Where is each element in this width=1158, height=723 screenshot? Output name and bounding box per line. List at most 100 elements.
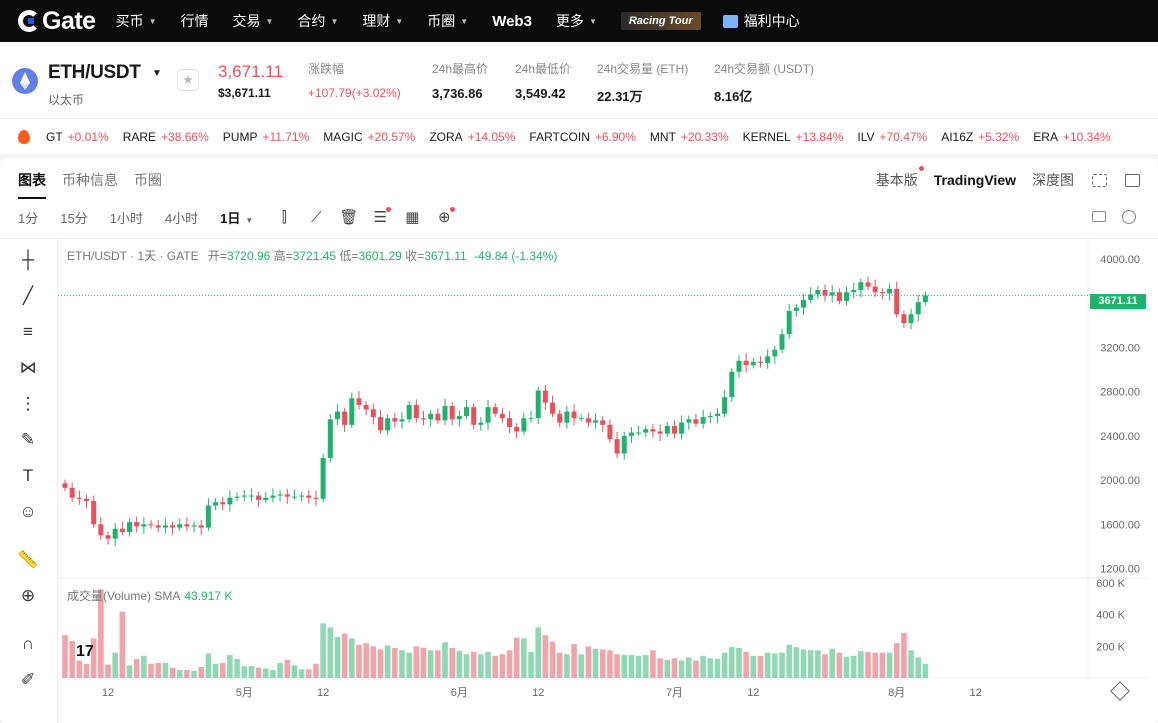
timeframe-1m[interactable]: 1分 — [18, 211, 39, 226]
lock-drawing-icon[interactable]: ✐ — [20, 670, 36, 689]
brush-icon[interactable]: ✎ — [20, 430, 36, 449]
window-icon[interactable] — [1125, 173, 1140, 187]
trendline-icon[interactable]: ╱ — [22, 286, 34, 305]
volume-bar — [592, 648, 599, 678]
pattern-icon[interactable]: ⋈ — [19, 358, 37, 377]
tab-chart[interactable]: 图表 — [18, 170, 46, 199]
volume-bar — [162, 662, 169, 678]
gann-icon[interactable]: ⋮ — [19, 394, 37, 413]
ticker-item[interactable]: MAGIC +20.57% — [323, 130, 415, 144]
ticker-item[interactable]: ERA +10.34% — [1033, 130, 1110, 144]
candle-body — [105, 535, 111, 539]
timeframe-1h[interactable]: 1小时 — [109, 211, 143, 226]
volume-bar — [98, 589, 104, 678]
candle-body — [729, 371, 735, 398]
eth-coin-icon — [12, 68, 38, 94]
volume-bar — [657, 658, 663, 678]
candle-body — [399, 419, 405, 422]
volume-bar — [800, 649, 807, 678]
candle-body — [227, 497, 233, 505]
crosshair-icon[interactable]: ┼ — [21, 250, 35, 269]
legend-low: 3601.29 — [358, 249, 402, 263]
low-24h-value: 3,549.42 — [515, 86, 566, 101]
price-chart[interactable]: 4000.003600.003200.002800.002400.002000.… — [58, 238, 1148, 708]
fullscreen-icon[interactable] — [1092, 173, 1107, 187]
gate-logo[interactable]: Gate — [18, 7, 96, 36]
candle-body — [564, 411, 570, 423]
volume-bar — [542, 635, 549, 678]
tab-coin-info[interactable]: 币种信息 — [62, 172, 118, 188]
racing-tour-banner[interactable]: Racing Tour — [620, 12, 701, 30]
chevron-down-icon[interactable]: ▼ — [152, 68, 162, 79]
candle-body — [643, 429, 649, 433]
nav-item-4[interactable]: 理财 ▼ — [362, 11, 403, 31]
view-basic[interactable]: 基本版 — [876, 166, 924, 190]
zoom-in-icon[interactable]: ⊕ — [20, 586, 36, 605]
volume-bar — [700, 655, 706, 678]
timeframe-15m[interactable]: 15分 — [60, 211, 88, 226]
magnet-icon[interactable]: ∩ — [21, 634, 35, 653]
rewards-center-link[interactable]: 福利中心 — [722, 11, 800, 31]
nav-item-2[interactable]: 交易 ▼ — [233, 11, 274, 31]
trash-icon[interactable]: 🗑 — [339, 208, 359, 226]
ticker-item[interactable]: PUMP +11.71% — [223, 130, 310, 144]
volume-bar — [377, 649, 384, 678]
candle-body — [528, 418, 534, 420]
favorite-star-icon[interactable]: ★ — [177, 69, 199, 91]
ticker-item[interactable]: ILV +70.47% — [857, 130, 927, 144]
ticker-item[interactable]: RARE +38.66% — [123, 130, 209, 144]
volume-bar — [349, 638, 355, 678]
ticker-item[interactable]: AI16Z +5.32% — [941, 130, 1019, 144]
ruler-icon[interactable]: 📏 — [17, 550, 39, 569]
candle-body — [119, 528, 125, 533]
nav-item-3[interactable]: 合约 ▼ — [297, 11, 338, 31]
drawing-toolbar: ┼ ╱ ≡ ⋈ ⋮ ✎ T ☺ 📏 ⊕ ∩ ✐ — [0, 239, 58, 723]
list-icon[interactable]: ☰ — [371, 206, 392, 227]
volume-bar — [492, 655, 498, 678]
volume-bar — [607, 650, 613, 678]
ticker-item[interactable]: FARTCOIN +6.90% — [529, 130, 636, 144]
candle-type-icon[interactable]: ⫿ — [281, 208, 287, 226]
candle-body — [736, 360, 742, 372]
candle-body — [808, 294, 814, 300]
pair-selector[interactable]: ETH/USDT — [48, 62, 141, 83]
candle-body — [320, 457, 326, 499]
volume-bar — [764, 652, 771, 678]
ticker-item[interactable]: ZORA +14.05% — [429, 130, 515, 144]
candle-body — [535, 390, 541, 419]
time-axis-tick: 12 — [102, 687, 114, 699]
gear-icon[interactable] — [1122, 210, 1136, 224]
candle-body — [801, 299, 807, 308]
candle-body — [514, 427, 520, 432]
nav-item-7[interactable]: 更多 ▼ — [556, 11, 597, 31]
candle-body — [485, 407, 491, 423]
text-tool-icon[interactable]: T — [22, 466, 34, 485]
view-depth[interactable]: 深度图 — [1032, 172, 1074, 188]
nav-item-1[interactable]: 行情 — [181, 11, 209, 31]
view-tradingview[interactable]: TradingView — [933, 172, 1016, 188]
layout-grid-icon[interactable]: ▦ — [405, 208, 420, 226]
turnover-24h-label: 24h交易额 (USDT) — [714, 62, 815, 76]
nav-item-0[interactable]: 买币 ▼ — [116, 11, 157, 31]
chevron-down-icon: ▼ — [265, 16, 274, 26]
tab-community[interactable]: 币圈 — [134, 172, 162, 188]
volume-bar — [685, 657, 692, 678]
candle-body — [449, 406, 455, 420]
chart-view-switch: 基本版 TradingView 深度图 — [860, 166, 1140, 190]
nav-item-5[interactable]: 币圈 ▼ — [427, 11, 468, 31]
fib-lines-icon[interactable]: ≡ — [23, 322, 33, 341]
volume-axis-tick: 400 K — [1096, 610, 1125, 622]
ticker-item[interactable]: GT +0.01% — [46, 130, 109, 144]
camera-icon[interactable] — [1092, 211, 1106, 222]
nav-item-6[interactable]: Web3 — [492, 13, 532, 30]
emoji-icon[interactable]: ☺ — [19, 502, 37, 521]
volume-bar — [535, 627, 542, 678]
ticker-symbol: KERNEL — [742, 129, 791, 144]
add-indicator-icon[interactable]: ⊕ — [435, 206, 456, 227]
indicators-icon[interactable]: ⟋ — [311, 208, 322, 226]
ticker-item[interactable]: KERNEL +13.84% — [743, 130, 844, 144]
timeframe-1d[interactable]: 1日 ▼ — [220, 208, 253, 227]
volume-bar — [822, 654, 828, 678]
ticker-item[interactable]: MNT +20.33% — [650, 130, 729, 144]
timeframe-4h[interactable]: 4小时 — [164, 211, 199, 226]
